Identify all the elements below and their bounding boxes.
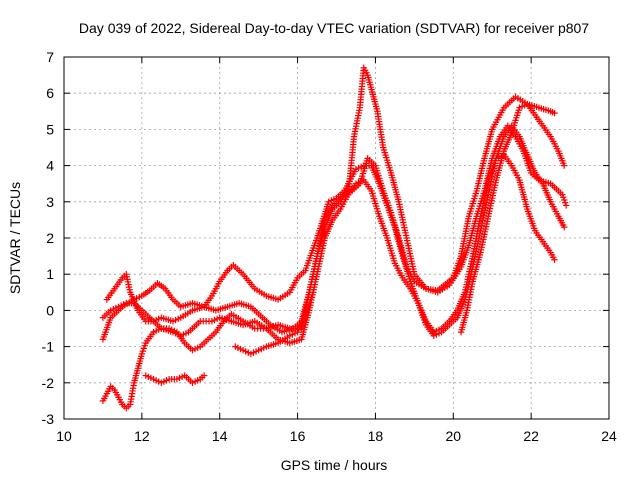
data-point	[562, 202, 570, 209]
y-axis-label: SDTVAR / TECUs	[7, 182, 23, 294]
series-track-5	[142, 372, 208, 386]
y-tick-label: -2	[42, 375, 55, 391]
x-tick-label: 12	[134, 428, 150, 444]
x-tick-label: 18	[368, 428, 384, 444]
y-tick-label: 4	[46, 158, 54, 174]
data-point	[551, 256, 558, 263]
series-track-6	[232, 289, 317, 358]
x-axis-label: GPS time / hours	[281, 457, 388, 473]
data-layer	[99, 64, 570, 412]
y-tick-label: 6	[46, 85, 54, 101]
y-tick-label: 0	[46, 302, 54, 318]
y-tick-label: 1	[46, 266, 54, 282]
data-point	[551, 109, 558, 117]
series-track-4	[99, 122, 568, 412]
x-tick-label: 10	[56, 428, 72, 444]
y-tick-label: 5	[46, 121, 54, 137]
x-tick-label: 14	[212, 428, 228, 444]
x-tick-label: 22	[523, 428, 539, 444]
data-point	[200, 372, 208, 379]
y-tick-label: 7	[46, 49, 54, 65]
series-track-1	[99, 64, 558, 343]
y-tick-label: 3	[46, 194, 54, 210]
y-tick-label: -1	[42, 339, 55, 355]
x-tick-label: 16	[290, 428, 306, 444]
y-tick-label: -3	[42, 411, 55, 427]
x-tick-label: 24	[601, 428, 617, 444]
chart-title: Day 039 of 2022, Sidereal Day-to-day VTE…	[79, 20, 589, 36]
x-tick-label: 20	[445, 428, 461, 444]
grid-layer	[64, 57, 609, 419]
series-track-7	[457, 100, 568, 336]
y-tick-label: 2	[46, 230, 54, 246]
data-point	[309, 289, 317, 296]
data-point	[561, 162, 568, 169]
data-point	[561, 223, 568, 231]
